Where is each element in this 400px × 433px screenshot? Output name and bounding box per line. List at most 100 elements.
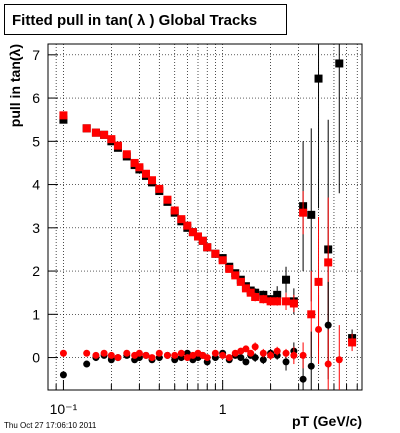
point bbox=[282, 358, 290, 366]
point bbox=[236, 277, 245, 286]
point bbox=[193, 232, 202, 241]
point bbox=[335, 356, 343, 364]
point bbox=[211, 349, 219, 357]
plot-frame bbox=[47, 43, 363, 391]
point bbox=[148, 176, 157, 185]
point bbox=[177, 215, 186, 224]
point bbox=[231, 271, 240, 280]
title-box bbox=[4, 4, 287, 35]
point bbox=[251, 293, 260, 302]
point bbox=[242, 345, 250, 353]
point bbox=[170, 206, 179, 215]
point bbox=[225, 354, 233, 362]
y-tick-label: 0 bbox=[32, 350, 40, 366]
point bbox=[59, 349, 67, 357]
point bbox=[130, 158, 139, 167]
point bbox=[231, 349, 239, 357]
point bbox=[259, 356, 267, 364]
y-axis-label: pull in tan(λ) bbox=[7, 44, 23, 127]
point bbox=[266, 297, 275, 306]
point bbox=[290, 351, 298, 359]
point bbox=[307, 310, 316, 319]
point bbox=[100, 349, 108, 357]
point bbox=[251, 343, 259, 351]
point bbox=[59, 111, 68, 120]
chart-title: Fitted pull in tan( λ ) Global Tracks bbox=[12, 12, 257, 29]
y-tick-label: 3 bbox=[32, 220, 40, 236]
point bbox=[100, 130, 109, 139]
point bbox=[273, 297, 282, 306]
point bbox=[142, 351, 150, 359]
x-tick-label: 1 bbox=[219, 401, 227, 417]
point bbox=[148, 354, 156, 362]
point bbox=[155, 349, 163, 357]
point bbox=[267, 351, 275, 359]
point bbox=[122, 150, 131, 159]
y-tick-label: 5 bbox=[32, 133, 40, 149]
point bbox=[135, 349, 143, 357]
point bbox=[324, 321, 332, 329]
point bbox=[237, 354, 245, 362]
point bbox=[259, 349, 267, 357]
x-axis-label: pT (GeV/c) bbox=[292, 413, 362, 429]
point bbox=[211, 249, 220, 258]
point bbox=[299, 208, 308, 217]
point bbox=[242, 358, 250, 366]
point bbox=[273, 347, 281, 355]
point bbox=[241, 284, 250, 293]
point bbox=[163, 195, 172, 204]
point bbox=[83, 349, 91, 357]
point bbox=[246, 288, 255, 297]
point bbox=[324, 258, 333, 267]
point bbox=[82, 124, 91, 133]
point bbox=[314, 277, 323, 286]
point bbox=[107, 351, 115, 359]
x-tick-label: 10⁻¹ bbox=[50, 401, 78, 417]
point bbox=[91, 128, 100, 137]
point bbox=[348, 338, 357, 347]
point bbox=[203, 354, 211, 362]
point bbox=[307, 362, 315, 370]
point bbox=[225, 264, 234, 273]
point bbox=[335, 59, 344, 68]
point bbox=[289, 299, 298, 308]
point bbox=[251, 354, 259, 362]
point bbox=[92, 351, 100, 359]
point bbox=[282, 275, 291, 284]
point bbox=[135, 163, 144, 172]
point bbox=[183, 221, 192, 230]
point bbox=[282, 297, 291, 306]
point bbox=[314, 74, 323, 83]
point bbox=[299, 351, 307, 359]
point bbox=[59, 115, 68, 124]
y-tick-label: 4 bbox=[32, 177, 40, 193]
point bbox=[203, 243, 212, 252]
point bbox=[198, 236, 207, 245]
point bbox=[307, 210, 316, 219]
point bbox=[171, 351, 179, 359]
point bbox=[141, 169, 150, 178]
point bbox=[273, 290, 282, 299]
point bbox=[183, 354, 191, 362]
point bbox=[113, 141, 122, 150]
point bbox=[247, 349, 255, 357]
point bbox=[259, 295, 268, 304]
y-tick-label: 6 bbox=[32, 90, 40, 106]
point bbox=[177, 349, 185, 357]
point bbox=[299, 375, 307, 383]
point bbox=[59, 371, 67, 379]
y-tick-label: 2 bbox=[32, 263, 40, 279]
point bbox=[219, 351, 227, 359]
point bbox=[188, 228, 197, 237]
point bbox=[282, 349, 290, 357]
timestamp: Thu Oct 27 17:06:10 2011 bbox=[4, 421, 97, 430]
point bbox=[315, 325, 323, 333]
point bbox=[83, 360, 91, 368]
point bbox=[155, 184, 164, 193]
point bbox=[163, 351, 171, 359]
point bbox=[123, 349, 131, 357]
point bbox=[218, 256, 227, 265]
point bbox=[324, 360, 332, 368]
